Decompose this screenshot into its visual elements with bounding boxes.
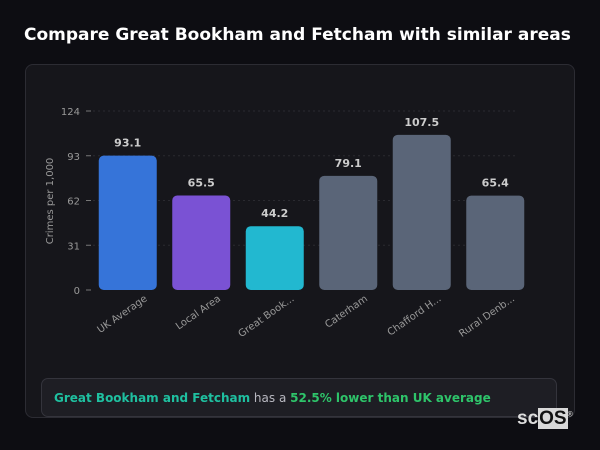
page-title: Compare Great Bookham and Fetcham with s… [24, 25, 571, 45]
x-tick-label: UK Average [96, 293, 150, 335]
y-tick-label: 31 [67, 241, 80, 252]
bar [392, 134, 451, 290]
bar-value-label: 93.1 [114, 137, 141, 150]
bar-value-label: 79.1 [335, 157, 362, 170]
x-tick-label: Chafford H... [386, 293, 444, 338]
summary-area: Great Bookham and Fetcham [54, 391, 251, 405]
y-tick-label: 0 [74, 286, 80, 297]
bar [319, 175, 378, 290]
x-tick-label: Caterham [323, 293, 370, 330]
summary-comparison: 52.5% lower than UK average [290, 391, 491, 405]
y-tick-label: 62 [67, 197, 80, 208]
bar [172, 195, 231, 290]
y-tick-label: 124 [61, 107, 80, 118]
scos-logo: scOS® [517, 408, 573, 429]
x-tick-label: Rural Denb... [457, 293, 517, 339]
bar [466, 195, 525, 290]
bar-value-label: 44.2 [261, 207, 288, 220]
x-tick-label: Great Book... [237, 293, 297, 340]
summary-box: Great Bookham and Fetcham has a 52.5% lo… [41, 378, 557, 417]
bar [98, 155, 157, 290]
summary-middle: has a [250, 391, 291, 405]
y-tick-label: 93 [67, 152, 80, 163]
bar-value-label: 65.5 [188, 176, 215, 189]
bar [245, 226, 304, 290]
x-tick-label: Local Area [174, 293, 223, 332]
bar-value-label: 65.4 [482, 177, 509, 190]
y-axis-label: Crimes per 1,000 [45, 158, 56, 245]
bar-value-label: 107.5 [404, 116, 439, 129]
